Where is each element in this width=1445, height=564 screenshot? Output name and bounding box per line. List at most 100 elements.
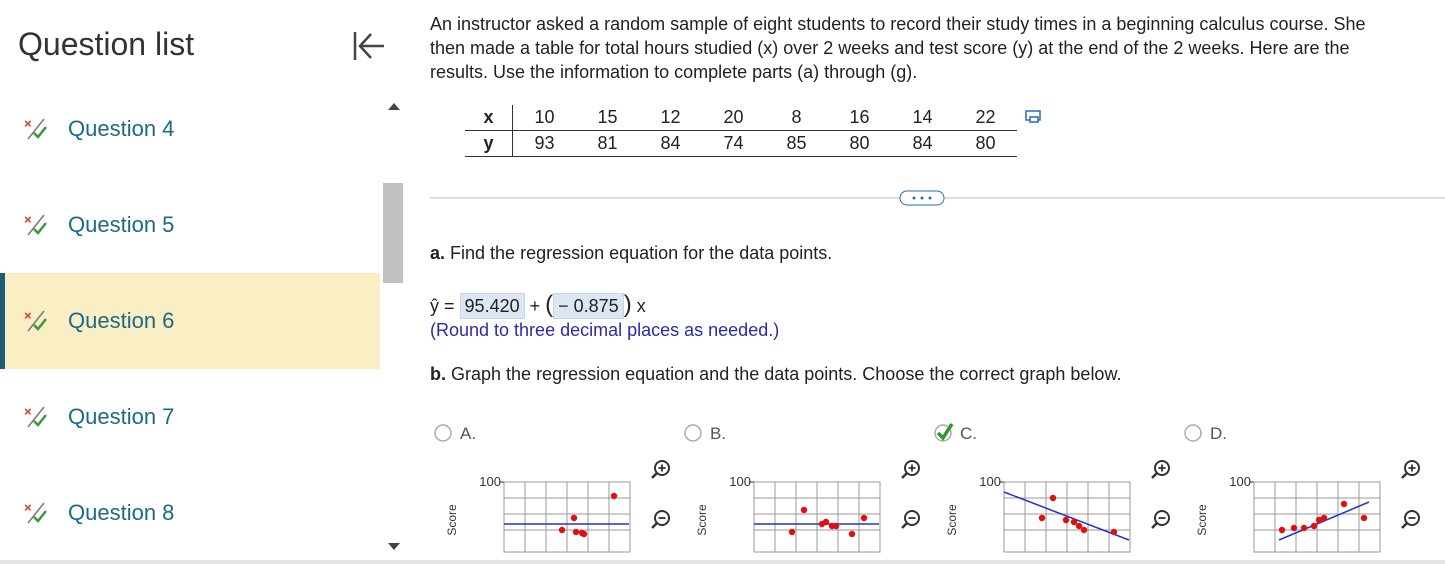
table-cell: 84 xyxy=(891,130,954,157)
table-cell: 85 xyxy=(765,130,828,157)
zoom-out[interactable] xyxy=(1151,510,1170,529)
radio-button[interactable] xyxy=(1184,424,1202,442)
x-mark: × xyxy=(24,501,32,515)
table-cell: 93 xyxy=(512,130,576,157)
copy-table-icon[interactable] xyxy=(1024,108,1044,126)
data-table: x 10 15 12 20 8 16 14 22 y 93 81 84 74 85 80 84 80 xyxy=(465,105,1017,157)
partial-credit-icon: × xyxy=(24,501,47,524)
y-axis-max: 100 xyxy=(1229,474,1251,489)
data-dot xyxy=(1038,514,1046,522)
intro-line: An instructor asked a random sample of e… xyxy=(430,14,1366,34)
y-axis-max: 100 xyxy=(979,474,1001,489)
table-header: x xyxy=(465,105,513,131)
part-text: Graph the regression equation and the da… xyxy=(451,364,1122,384)
zoom-out[interactable] xyxy=(651,510,670,529)
question-item[interactable]: × Question 4 xyxy=(0,81,380,177)
data-dot xyxy=(570,514,578,522)
data-dot xyxy=(558,526,566,534)
zoom-in[interactable] xyxy=(901,460,920,479)
table-cell: 74 xyxy=(702,130,765,157)
question-item[interactable]: × Question 8 xyxy=(0,465,380,561)
correct-check xyxy=(936,423,954,441)
option-label: B. xyxy=(710,424,726,443)
data-dot xyxy=(1290,524,1298,532)
question-item[interactable]: × Question 7 xyxy=(0,369,380,465)
table-cell: 14 xyxy=(891,105,954,131)
zoom-handle xyxy=(651,522,658,529)
y-axis-max: 100 xyxy=(729,474,751,489)
x-mark: × xyxy=(24,117,32,131)
zoom-handle xyxy=(901,472,908,479)
zoom-in[interactable] xyxy=(1401,460,1420,479)
partial-credit-icon: × xyxy=(24,213,47,236)
option-label: D. xyxy=(1210,424,1227,443)
data-dot xyxy=(1278,526,1286,534)
data-dot xyxy=(848,530,856,538)
zoom-out[interactable] xyxy=(901,510,920,529)
x-mark: × xyxy=(24,309,32,323)
data-dot xyxy=(1110,528,1118,536)
table-cell: 22 xyxy=(954,105,1017,131)
scrollbar[interactable] xyxy=(383,95,405,560)
part-text: Find the regression equation for the dat… xyxy=(450,243,833,263)
zoom-handle xyxy=(1401,472,1408,479)
part-a-prompt: a. Find the regression equation for the … xyxy=(430,243,832,264)
partial-credit-icon: × xyxy=(24,405,47,428)
zoom-handle xyxy=(1151,472,1158,479)
x-variable: x xyxy=(636,296,646,316)
table-cell: 16 xyxy=(828,105,891,131)
collapse-button[interactable] xyxy=(352,30,386,62)
data-dot xyxy=(1062,516,1070,524)
slash xyxy=(27,310,45,332)
part-label: a. xyxy=(430,243,446,263)
regression-line xyxy=(1003,491,1130,541)
partial-credit-icon: × xyxy=(24,117,47,140)
y-axis-title: Score xyxy=(695,504,709,536)
data-dot xyxy=(800,506,808,514)
data-dot xyxy=(1070,518,1078,526)
data-dot xyxy=(1310,522,1318,530)
radio-button[interactable] xyxy=(434,424,452,442)
part-label: b. xyxy=(430,364,446,384)
data-dot xyxy=(1360,514,1368,522)
zoom-in[interactable] xyxy=(1151,460,1170,479)
zoom-out[interactable] xyxy=(1401,510,1420,529)
data-dot xyxy=(1049,494,1057,502)
question-item[interactable]: × Question 5 xyxy=(0,177,380,273)
y-axis-title: Score xyxy=(945,504,959,536)
slope-answer[interactable]: − 0.875 xyxy=(553,293,624,319)
equals: = xyxy=(444,296,455,316)
divider xyxy=(430,190,1445,206)
intercept-answer[interactable]: 95.420 xyxy=(459,293,525,319)
radio-button[interactable] xyxy=(684,424,702,442)
table-cell: 80 xyxy=(828,130,891,157)
selected-indicator xyxy=(0,273,5,369)
equation: ŷ = 95.420 + (− 0.875) x xyxy=(430,291,646,319)
data-dot xyxy=(822,518,830,526)
data-dot xyxy=(832,522,840,530)
sidebar: Question list × Question 4 × Question 5 × Que… xyxy=(0,0,384,561)
table-cell: 80 xyxy=(954,130,1017,157)
table-cell: 12 xyxy=(639,105,702,131)
x-mark: × xyxy=(24,405,32,419)
data-dot xyxy=(1080,526,1088,534)
table-cell: 81 xyxy=(576,130,639,157)
data-dot xyxy=(788,528,796,536)
data-dot xyxy=(1340,500,1348,508)
zoom-in[interactable] xyxy=(651,460,670,479)
question-item[interactable]: × Question 6 xyxy=(0,273,380,369)
zoom-handle xyxy=(1401,522,1408,529)
check-mark xyxy=(33,414,47,427)
question-label: Question 8 xyxy=(68,500,175,525)
data-dot xyxy=(580,530,588,538)
question-label: Question 4 xyxy=(68,116,175,141)
option-label: C. xyxy=(960,424,977,443)
question-content: An instructor asked a random sample of e… xyxy=(430,0,1445,560)
y-axis-max: 100 xyxy=(479,474,501,489)
data-dot xyxy=(860,514,868,522)
zoom-handle xyxy=(651,472,658,479)
sidebar-title: Question list xyxy=(18,26,195,62)
y-axis-title: Score xyxy=(445,504,459,536)
